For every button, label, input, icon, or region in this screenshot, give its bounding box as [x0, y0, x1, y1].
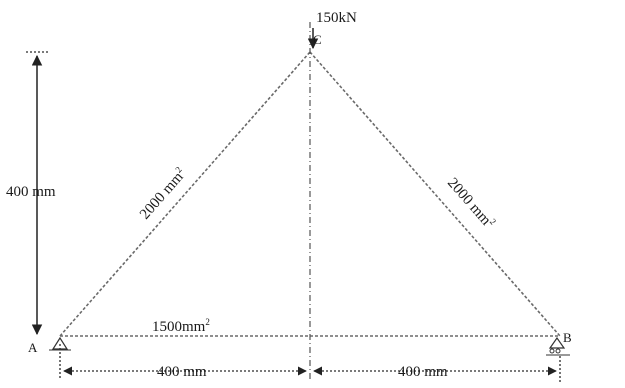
height-dimension-label: 400 mm: [6, 184, 56, 200]
pin-support-a: [49, 336, 71, 351]
member-ac: [59, 51, 311, 337]
member-ac-area-label: 2000 mm2: [135, 165, 189, 223]
node-label-a: A: [28, 340, 38, 355]
left-span-label: 400 mm: [157, 364, 207, 380]
roller-support-b: [546, 336, 570, 356]
load-label: 150kN: [316, 10, 357, 26]
member-ab-area-label: 1500mm2: [152, 317, 210, 335]
node-label-b: B: [563, 330, 572, 345]
member-bc: [309, 51, 561, 337]
right-span-label: 400 mm: [398, 364, 448, 380]
node-label-c: C: [313, 32, 322, 47]
member-bc-area-label: 2000 mm2: [444, 174, 498, 232]
